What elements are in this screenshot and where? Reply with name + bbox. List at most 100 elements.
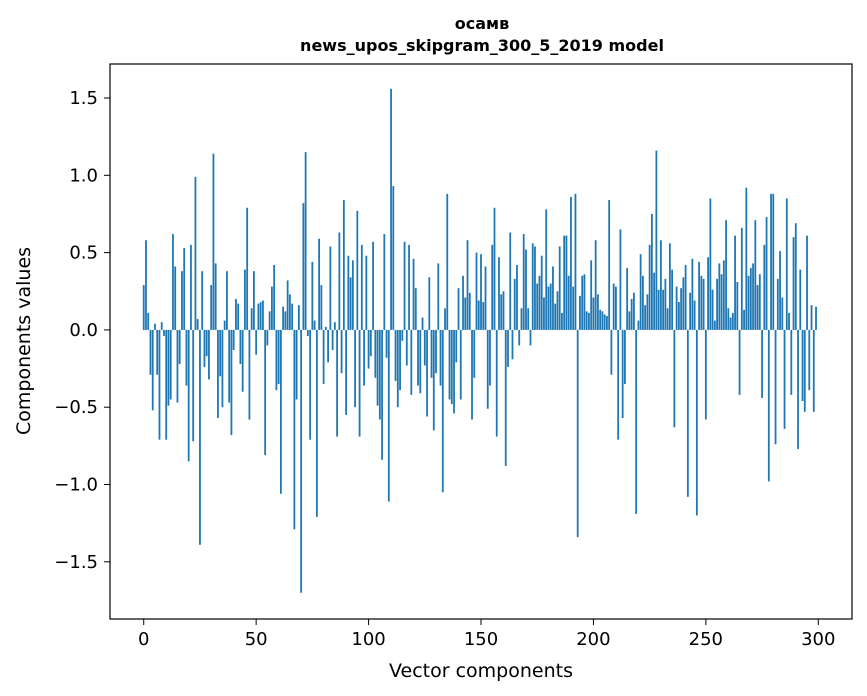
bar-222 [641,275,644,330]
bar-283 [779,251,781,330]
bar-217 [630,298,633,330]
bar-292 [799,269,802,330]
bar-235 [671,269,674,330]
bar-63 [284,311,287,330]
bar-70 [300,329,303,593]
x-tick-label: 150 [464,629,498,650]
bar-265 [738,329,741,395]
bar-216 [628,311,631,330]
bar-32 [214,263,217,330]
bar-266 [740,227,743,330]
bar-295 [806,235,808,330]
bar-147 [473,329,476,378]
bar-221 [639,254,642,330]
bar-237 [675,286,678,330]
bar-132 [439,329,442,386]
bar-34 [219,329,222,377]
bar-145 [468,292,471,330]
bar-109 [387,329,390,502]
bar-130 [435,329,437,374]
bar-96 [358,329,361,437]
bar-53 [262,300,264,330]
bar-246 [695,329,698,516]
x-tick-label: 200 [576,629,610,650]
bar-65 [288,294,291,330]
bar-225 [648,244,651,330]
bar-144 [466,240,469,330]
bar-42 [237,303,240,330]
bar-37 [226,271,228,330]
bar-56 [268,311,271,330]
bar-94 [354,329,356,408]
chart-title-line-2: news_upos_skipgram_300_5_2019 model [300,36,664,55]
bar-88 [340,329,343,374]
bar-81 [324,326,327,330]
bar-10 [165,329,168,440]
bar-162 [507,329,509,368]
y-axis-ticks: −1.5 −1.0 −0.5 0.0 0.5 1.0 1.5 [54,88,110,573]
bar-98 [363,329,365,386]
plot-frame [109,63,853,620]
bar-76 [313,320,316,330]
y-tick-label: 0.5 [69,243,98,264]
bar-25 [199,329,201,545]
bar-116 [403,241,406,330]
bar-38 [228,329,231,403]
bar-238 [677,302,680,330]
bar-146 [471,329,473,420]
bar-169 [522,234,525,330]
bar-267 [743,309,745,330]
bar-126 [426,329,428,417]
bar-218 [633,292,635,330]
bar-52 [259,302,262,330]
bar-99 [365,255,368,330]
bar-166 [516,264,518,330]
bar-269 [747,275,750,330]
chart-title-line-1: осамв [455,14,509,33]
bar-89 [342,200,345,330]
bar-176 [538,275,541,330]
bar-254 [713,320,716,330]
bar-179 [545,209,548,330]
bar-131 [437,263,440,330]
bar-157 [495,329,498,437]
bar-206 [606,315,608,330]
bar-41 [235,298,237,330]
bar-78 [318,238,321,330]
bar-220 [637,320,640,330]
bar-239 [680,288,683,330]
bar-7 [158,329,161,440]
bar-60 [277,329,280,385]
bar-219 [635,329,638,514]
bar-205 [603,314,606,330]
bar-45 [244,269,246,330]
bar-297 [810,305,813,330]
bar-154 [489,329,491,386]
bar-278 [767,329,770,482]
bar-39 [230,329,233,436]
bar-151 [482,302,485,330]
bar-122 [417,329,419,386]
bar-85 [333,322,336,330]
bar-156 [493,207,496,330]
bar-54 [264,329,267,456]
bar-236 [673,329,676,428]
bar-111 [392,186,395,330]
bar-215 [626,268,629,330]
bar-100 [367,329,370,369]
bar-248 [700,275,703,330]
bar-series [142,88,817,593]
bar-275 [761,329,763,398]
bar-187 [563,235,566,330]
bar-62 [282,306,285,330]
bar-284 [781,297,784,330]
bar-273 [756,285,759,330]
bar-3 [149,329,152,375]
bar-129 [432,329,435,431]
bar-143 [464,297,467,330]
bar-66 [291,303,294,330]
bar-114 [399,329,401,391]
bar-180 [547,286,550,330]
bar-250 [704,329,707,420]
